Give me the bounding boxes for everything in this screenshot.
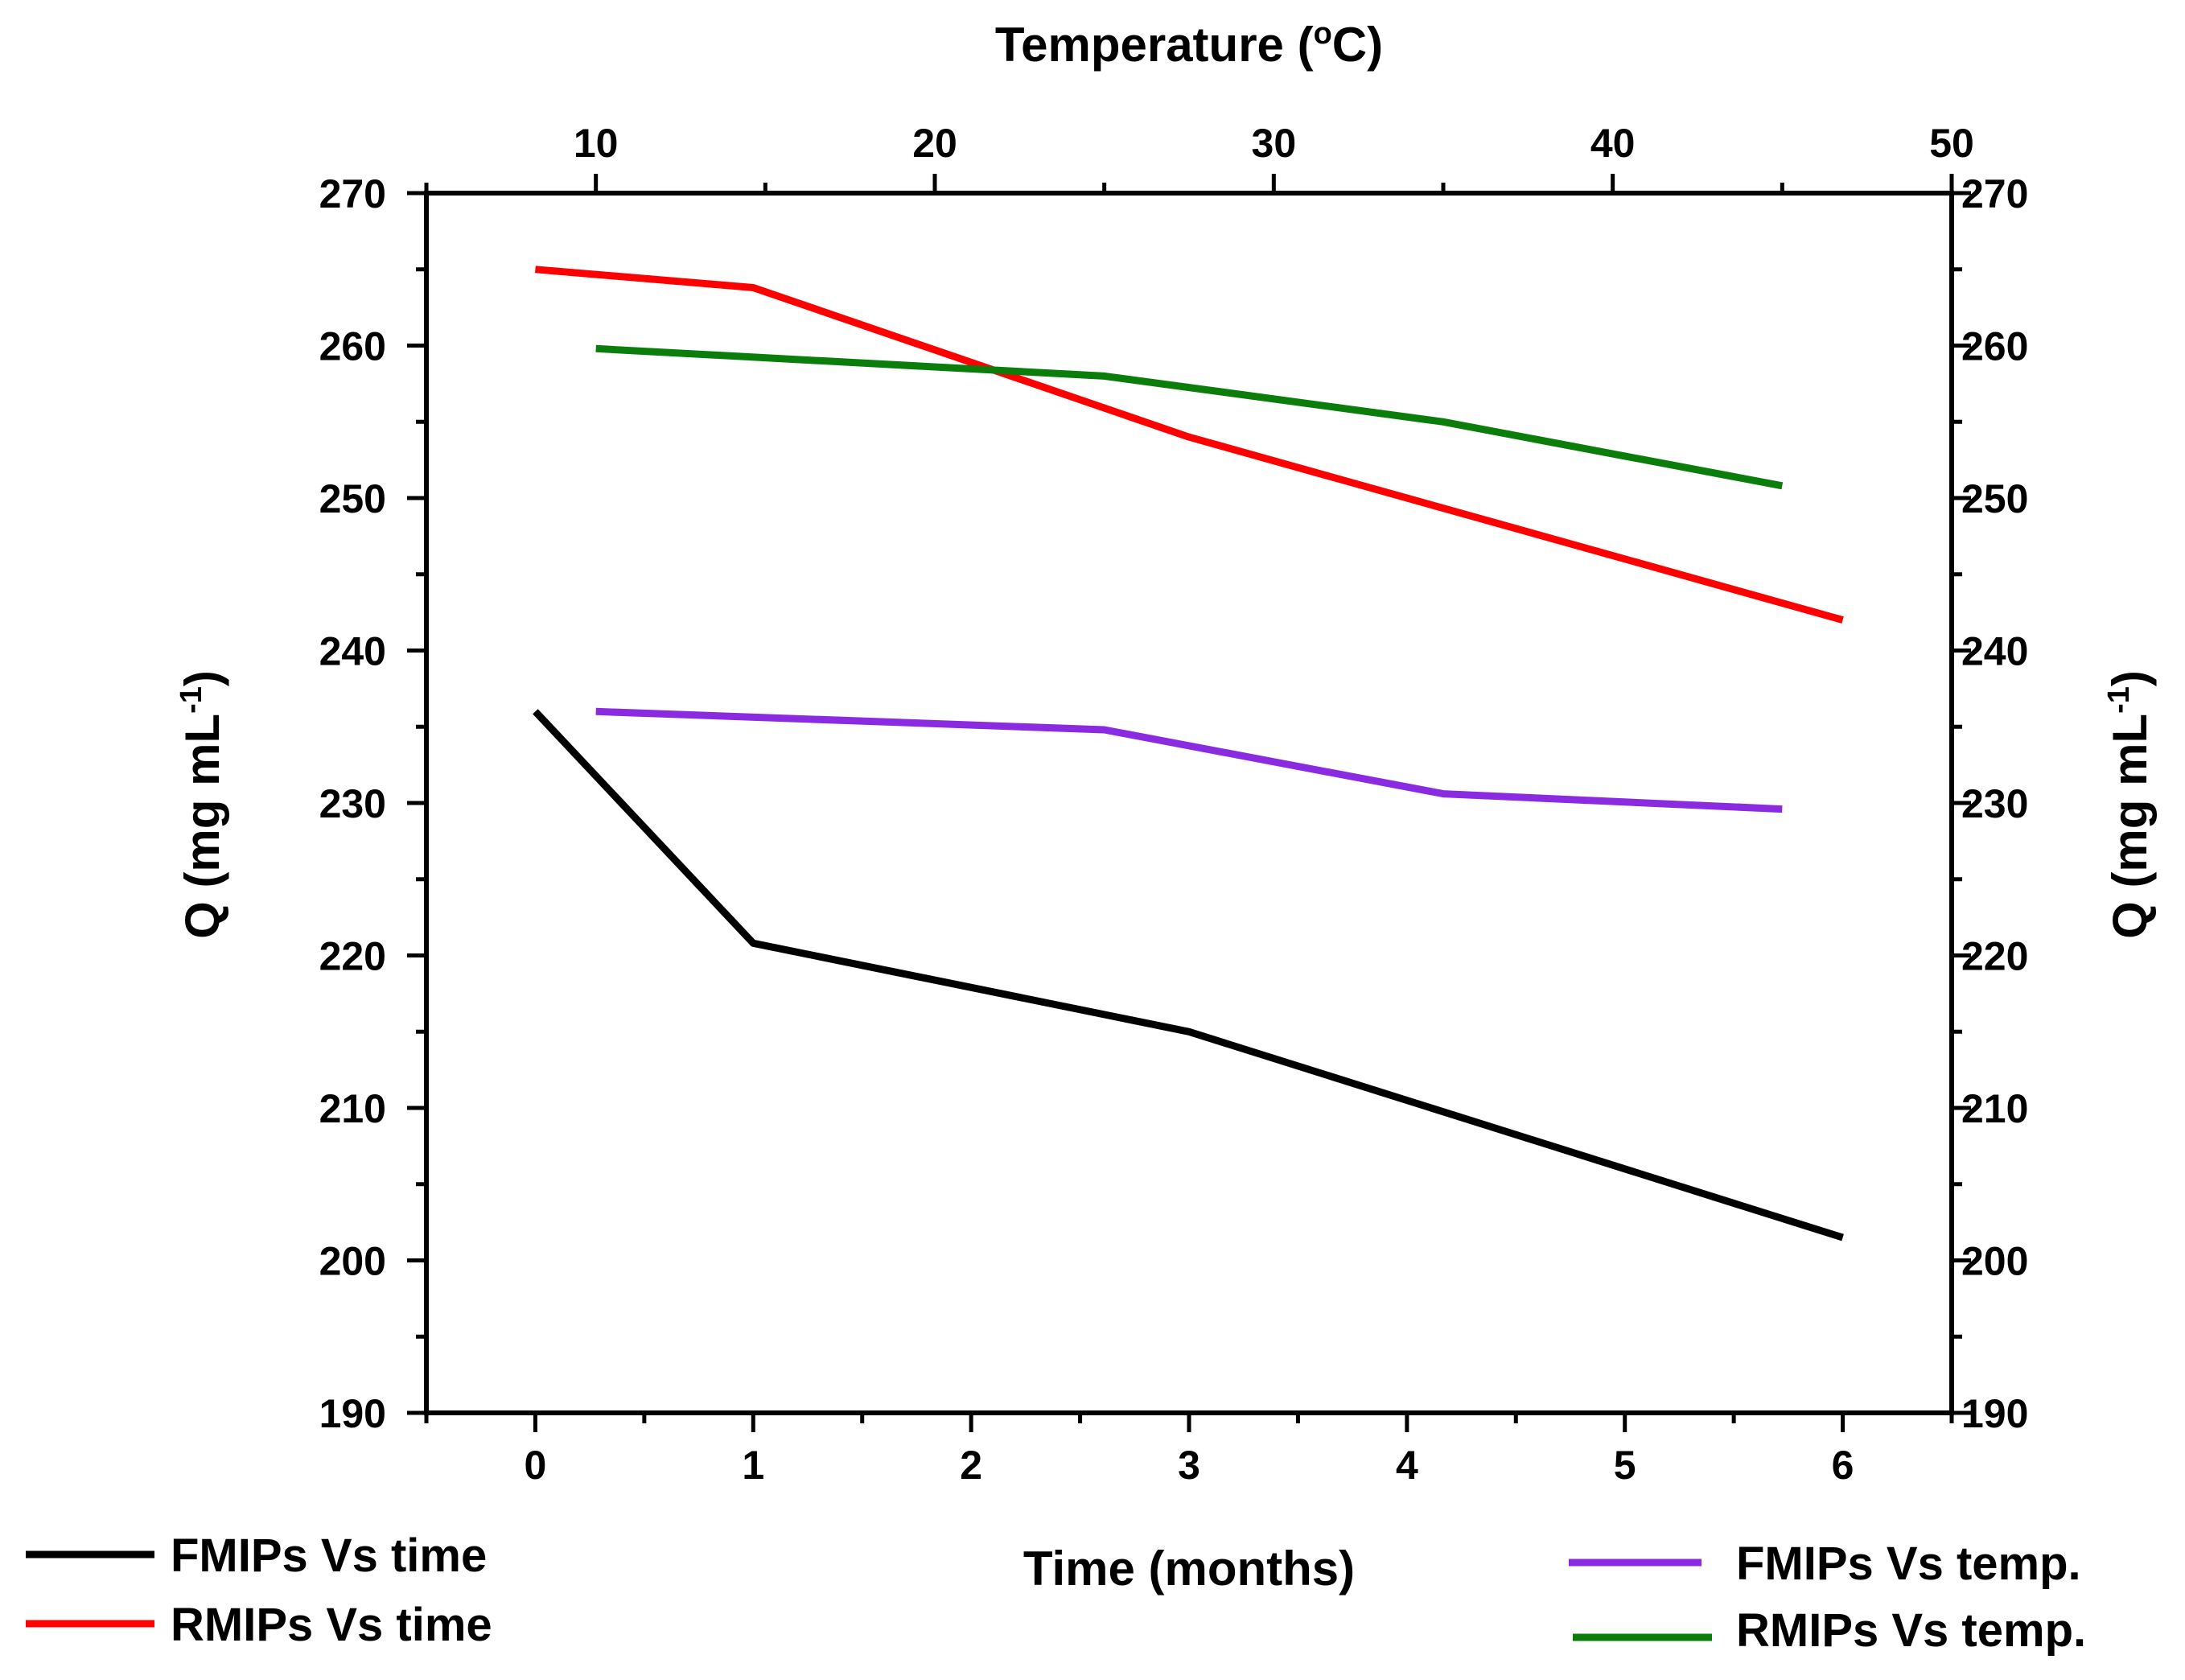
top-tick-label: 40 bbox=[1590, 121, 1636, 166]
top-tick-label: 50 bbox=[1929, 121, 1974, 166]
legend-label-fmips-time: FMIPs Vs time bbox=[171, 1530, 487, 1582]
right-tick-label: 270 bbox=[1961, 171, 2028, 216]
series-lines bbox=[533, 266, 1844, 1241]
right-tick-label: 220 bbox=[1961, 934, 2028, 979]
legend-label-fmips-temp: FMIPs Vs temp. bbox=[1736, 1538, 2081, 1590]
left-tick-label: 270 bbox=[319, 171, 386, 216]
left-axis-title: Q (mg mL-1) bbox=[175, 670, 229, 939]
left-tick-label: 210 bbox=[319, 1086, 386, 1131]
left-tick-label: 250 bbox=[319, 476, 386, 521]
bottom-axis-title: Time (months) bbox=[1023, 1542, 1355, 1596]
right-tick-label: 240 bbox=[1961, 629, 2028, 674]
tick-labels: 0 1 2 3 4 5 6 10 20 30 40 50 190 200 210 220 230 240 250 26… bbox=[319, 121, 2029, 1488]
legend: FMIPs Vs time RMIPs Vs time FMIPs Vs tem… bbox=[26, 1530, 2086, 1657]
bottom-tick-label: 5 bbox=[1614, 1443, 1636, 1488]
axis-ticks bbox=[407, 174, 1971, 1432]
right-tick-label: 230 bbox=[1961, 781, 2028, 826]
left-tick-label: 200 bbox=[319, 1239, 386, 1284]
right-tick-label: 260 bbox=[1961, 324, 2028, 369]
top-tick-label: 30 bbox=[1252, 121, 1297, 166]
series-line-rmips-vs-time bbox=[535, 266, 1844, 624]
top-axis-title: Temperature (oC) bbox=[995, 17, 1383, 72]
top-tick-label: 10 bbox=[574, 121, 619, 166]
bottom-tick-label: 1 bbox=[742, 1443, 764, 1488]
left-tick-label: 230 bbox=[319, 781, 386, 826]
top-tick-label: 20 bbox=[912, 121, 957, 166]
right-tick-label: 210 bbox=[1961, 1086, 2028, 1131]
bottom-tick-label: 6 bbox=[1832, 1443, 1854, 1488]
left-tick-label: 190 bbox=[319, 1391, 386, 1436]
bottom-tick-label: 0 bbox=[525, 1443, 547, 1488]
right-tick-label: 200 bbox=[1961, 1239, 2028, 1284]
right-tick-label: 190 bbox=[1961, 1391, 2028, 1436]
left-tick-label: 220 bbox=[319, 934, 386, 979]
series-line-fmips-vs-temp bbox=[595, 707, 1783, 813]
legend-label-rmips-temp: RMIPs Vs temp. bbox=[1736, 1604, 2086, 1657]
series-line-rmips-vs-temp bbox=[595, 344, 1784, 490]
series-line-fmips-vs-time bbox=[533, 709, 1844, 1241]
right-axis-title: Q (mg mL-1) bbox=[2102, 670, 2157, 939]
bottom-tick-label: 4 bbox=[1396, 1443, 1418, 1488]
legend-label-rmips-time: RMIPs Vs time bbox=[171, 1599, 492, 1651]
right-tick-label: 250 bbox=[1961, 476, 2028, 521]
left-tick-label: 260 bbox=[319, 324, 386, 369]
bottom-tick-label: 3 bbox=[1178, 1443, 1200, 1488]
bottom-tick-label: 2 bbox=[960, 1443, 982, 1488]
left-tick-label: 240 bbox=[319, 629, 386, 674]
